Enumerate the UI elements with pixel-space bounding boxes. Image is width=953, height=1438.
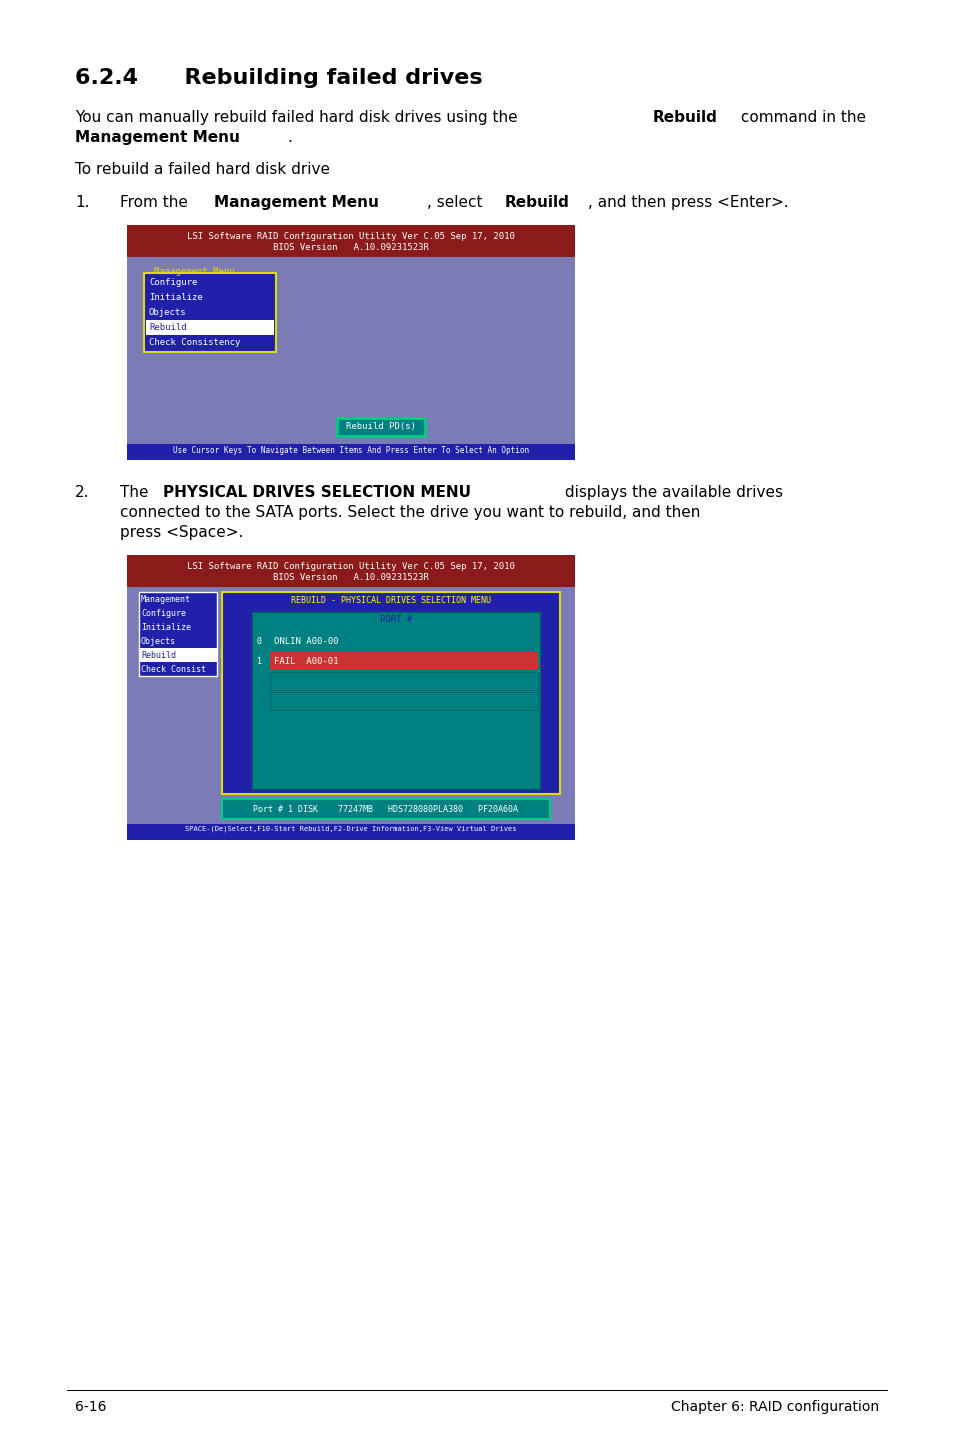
Text: Rebuild: Rebuild xyxy=(141,650,175,660)
Bar xyxy=(270,631,537,650)
Text: BIOS Version   A.10.09231523R: BIOS Version A.10.09231523R xyxy=(273,243,429,252)
Text: LSI Software RAID Configuration Utility Ver C.05 Sep 17, 2010: LSI Software RAID Configuration Utility … xyxy=(187,232,515,242)
Text: Management Menu: Management Menu xyxy=(153,267,234,276)
Bar xyxy=(270,692,537,710)
Bar xyxy=(144,273,275,352)
Text: 0: 0 xyxy=(256,637,262,646)
Bar xyxy=(139,592,216,676)
Text: Use Cursor Keys To Navigate Between Items And Press Enter To Select An Option: Use Cursor Keys To Navigate Between Item… xyxy=(172,446,529,454)
Text: SPACE-(De)Select,F10-Start Rebuild,F2-Drive Information,F3-View Virtual Drives: SPACE-(De)Select,F10-Start Rebuild,F2-Dr… xyxy=(185,825,517,833)
Text: Initialize: Initialize xyxy=(141,623,191,631)
Text: The: The xyxy=(120,485,153,500)
Text: command in the: command in the xyxy=(736,109,865,125)
Text: displays the available drives: displays the available drives xyxy=(560,485,782,500)
Text: REBUILD - PHYSICAL DRIVES SELECTION MENU: REBUILD - PHYSICAL DRIVES SELECTION MENU xyxy=(291,595,491,605)
Text: Management: Management xyxy=(141,594,191,604)
Bar xyxy=(270,672,537,690)
Text: PHYSICAL DRIVES SELECTION MENU: PHYSICAL DRIVES SELECTION MENU xyxy=(163,485,471,500)
Text: Port # 1 DISK    77247MB   HDS728080PLA380   PF20A60A: Port # 1 DISK 77247MB HDS728080PLA380 PF… xyxy=(253,804,518,814)
Text: FAIL  A00-01: FAIL A00-01 xyxy=(274,657,338,666)
Text: Rebuild: Rebuild xyxy=(652,109,717,125)
Text: Initialize: Initialize xyxy=(149,293,203,302)
Text: ONLIN A00-00: ONLIN A00-00 xyxy=(274,637,338,646)
Text: press <Space>.: press <Space>. xyxy=(120,525,243,541)
Text: .: . xyxy=(288,129,293,145)
Bar xyxy=(127,444,575,460)
Text: PORT #: PORT # xyxy=(379,615,412,624)
Bar xyxy=(127,224,575,460)
Text: Objects: Objects xyxy=(149,308,187,316)
Text: Objects: Objects xyxy=(141,637,175,646)
Text: 1.: 1. xyxy=(75,196,90,210)
Bar xyxy=(252,613,539,789)
Bar xyxy=(270,651,537,670)
Text: connected to the SATA ports. Select the drive you want to rebuild, and then: connected to the SATA ports. Select the … xyxy=(120,505,700,521)
Text: , select: , select xyxy=(426,196,486,210)
Text: Check Consist: Check Consist xyxy=(141,664,206,673)
Bar xyxy=(222,592,559,794)
Text: Configure: Configure xyxy=(149,278,197,288)
Text: 2.: 2. xyxy=(75,485,90,500)
Text: 1: 1 xyxy=(256,657,262,666)
Text: 6.2.4      Rebuilding failed drives: 6.2.4 Rebuilding failed drives xyxy=(75,68,482,88)
Text: 6-16: 6-16 xyxy=(75,1401,107,1414)
Bar xyxy=(146,321,274,335)
Bar xyxy=(127,224,575,257)
Bar xyxy=(127,555,575,840)
Text: To rebuild a failed hard disk drive: To rebuild a failed hard disk drive xyxy=(75,162,330,177)
Text: Configure: Configure xyxy=(141,608,186,617)
Bar xyxy=(139,649,216,661)
Text: , and then press <Enter>.: , and then press <Enter>. xyxy=(588,196,788,210)
Text: You can manually rebuild failed hard disk drives using the: You can manually rebuild failed hard dis… xyxy=(75,109,522,125)
Text: Rebuild PD(s): Rebuild PD(s) xyxy=(346,423,416,431)
Text: Management Menu: Management Menu xyxy=(75,129,239,145)
Bar xyxy=(127,824,575,840)
Text: LSI Software RAID Configuration Utility Ver C.05 Sep 17, 2010: LSI Software RAID Configuration Utility … xyxy=(187,562,515,571)
Bar xyxy=(127,555,575,587)
Text: Check Consistency: Check Consistency xyxy=(149,338,240,347)
Text: BIOS Version   A.10.09231523R: BIOS Version A.10.09231523R xyxy=(273,572,429,582)
Text: Rebuild: Rebuild xyxy=(504,196,569,210)
Text: Chapter 6: RAID configuration: Chapter 6: RAID configuration xyxy=(670,1401,878,1414)
Text: Rebuild: Rebuild xyxy=(149,324,187,332)
Bar xyxy=(222,800,550,820)
Bar xyxy=(336,418,424,436)
Text: Management Menu: Management Menu xyxy=(213,196,378,210)
Text: From the: From the xyxy=(120,196,193,210)
